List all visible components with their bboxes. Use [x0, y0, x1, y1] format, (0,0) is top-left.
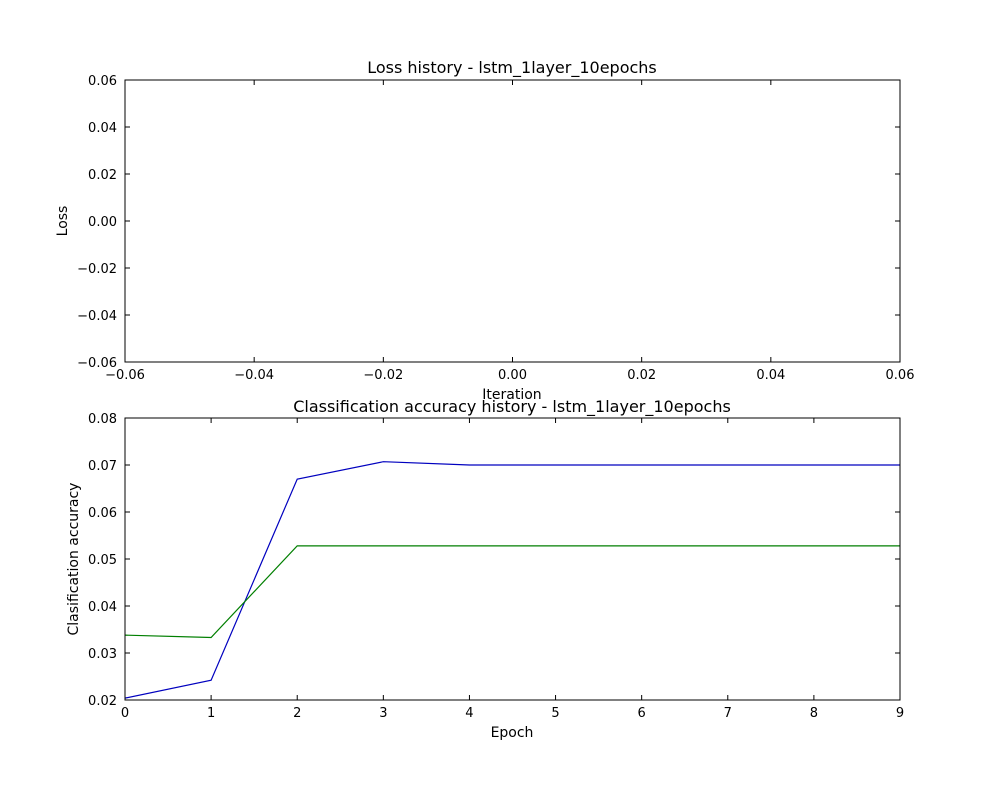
accuracy-chart: Classification accuracy history - lstm_1…	[66, 397, 904, 741]
loss-chart-y-tick-label: 0.00	[88, 215, 117, 230]
loss-chart-x-tick-label: 0.00	[498, 368, 527, 383]
accuracy-chart-ylabel: Clasification accuracy	[66, 483, 82, 636]
accuracy-chart-x-tick-label: 9	[896, 706, 904, 721]
accuracy-chart-y-tick-label: 0.07	[88, 459, 117, 474]
accuracy-chart-y-tick-label: 0.05	[88, 553, 117, 568]
loss-chart-y-tick-label: −0.04	[77, 309, 117, 324]
loss-chart-x-tick-label: 0.06	[886, 368, 915, 383]
loss-chart-y-tick-label: 0.04	[88, 121, 117, 136]
loss-chart-x-tick-label: −0.06	[105, 368, 145, 383]
accuracy-chart-series-line-1	[124, 461, 900, 699]
accuracy-chart-xlabel: Epoch	[491, 725, 534, 741]
loss-chart-xlabel: Iteration	[482, 387, 541, 403]
accuracy-chart-x-tick-label: 7	[724, 706, 732, 721]
accuracy-chart-x-tick-label: 5	[551, 706, 559, 721]
accuracy-chart-x-tick-label: 6	[638, 706, 646, 721]
loss-chart-y-tick-label: 0.06	[88, 74, 117, 89]
loss-chart-ticks: −0.06 −0.04 −0.02 0.00 0.02 0.04 0.06 −0.06 −0.0…	[77, 74, 914, 383]
accuracy-chart-y-tick-label: 0.02	[88, 694, 117, 709]
accuracy-chart-ticks: 0 1 2 3 4 5 6 7 8 9 0.02 0.03 0.04 0.05 0.06 0.07 0.08	[88, 412, 904, 721]
loss-chart-x-tick-label: 0.02	[627, 368, 656, 383]
loss-chart-y-tick-label: −0.02	[77, 262, 117, 277]
loss-chart-x-tick-label: −0.04	[234, 368, 274, 383]
accuracy-chart-x-tick-label: 2	[293, 706, 301, 721]
loss-chart-x-tick-label: 0.04	[756, 368, 785, 383]
loss-chart-plot-frame	[124, 79, 901, 363]
accuracy-chart-x-tick-label: 4	[465, 706, 473, 721]
accuracy-chart-y-tick-label: 0.04	[88, 600, 117, 615]
accuracy-chart-series-line-2	[124, 545, 900, 639]
loss-chart-title: Loss history - lstm_1layer_10epochs	[367, 58, 657, 78]
accuracy-chart-plot-frame	[124, 417, 901, 701]
accuracy-chart-title: Classification accuracy history - lstm_1…	[293, 397, 731, 417]
accuracy-chart-y-tick-label: 0.06	[88, 506, 117, 521]
loss-chart-x-tick-label: −0.02	[363, 368, 403, 383]
accuracy-chart-x-tick-label: 3	[379, 706, 387, 721]
accuracy-chart-x-tick-label: 8	[810, 706, 818, 721]
accuracy-chart-x-tick-label: 0	[121, 706, 129, 721]
loss-chart-y-tick-label: 0.02	[88, 168, 117, 183]
accuracy-chart-x-tick-label: 1	[207, 706, 215, 721]
loss-chart-y-tick-label: −0.06	[77, 356, 117, 371]
loss-chart-ylabel: Loss	[55, 206, 71, 237]
accuracy-chart-y-tick-label: 0.08	[88, 412, 117, 427]
loss-chart: Loss history - lstm_1layer_10epochs Iter…	[55, 58, 914, 403]
accuracy-chart-series	[124, 461, 900, 699]
accuracy-chart-y-tick-label: 0.03	[88, 647, 117, 662]
